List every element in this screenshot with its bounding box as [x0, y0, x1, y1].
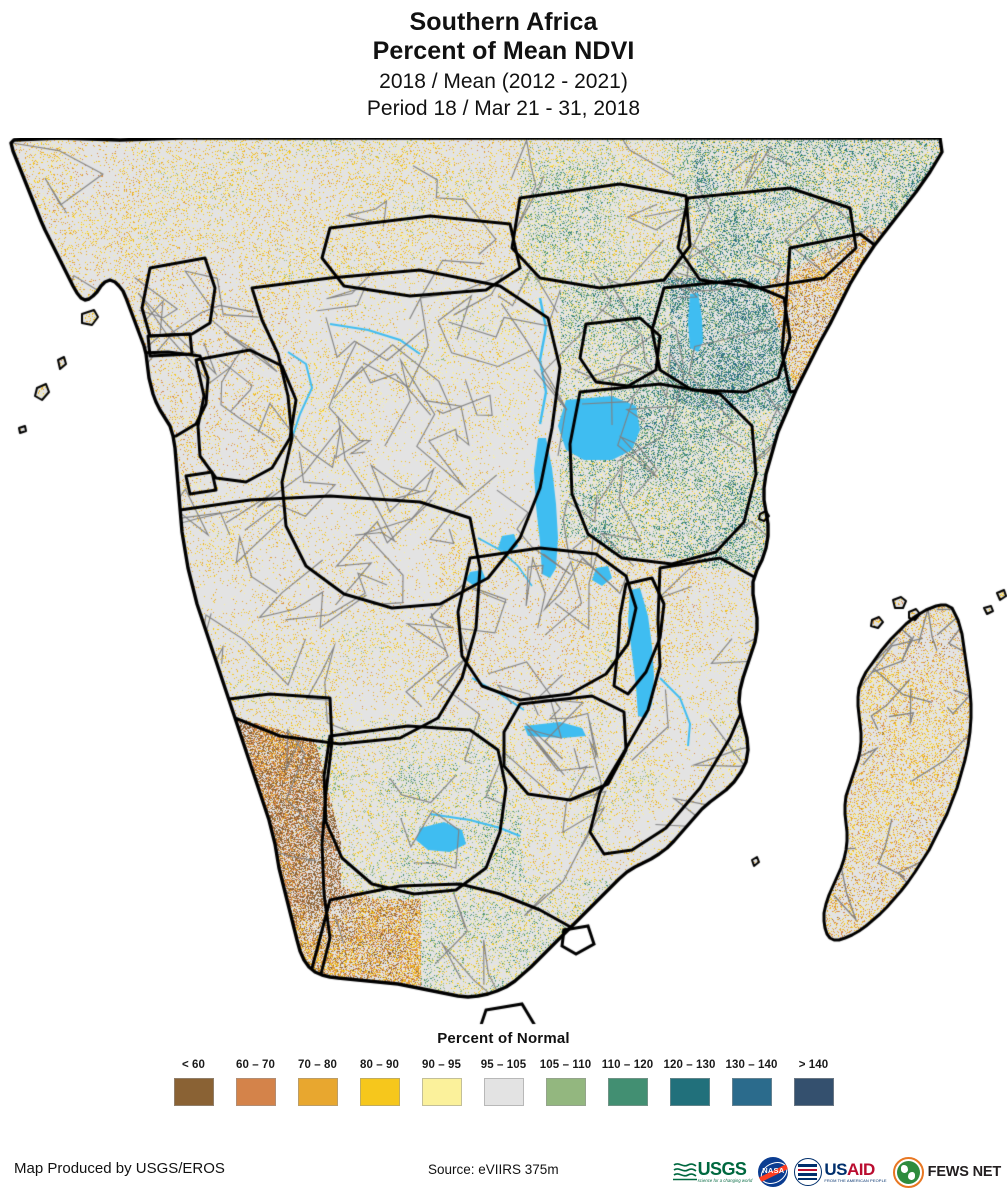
legend-item-swatch [607, 1078, 648, 1106]
usgs-wordmark: USGS [697, 1159, 747, 1180]
footer: Map Produced by USGS/EROS Source: eVIIRS… [0, 1148, 1007, 1195]
legend-item-swatch [173, 1078, 214, 1106]
legend-item: > 140 [783, 1059, 845, 1106]
legend-item-label: 80 – 90 [359, 1059, 400, 1071]
legend-item-label: 70 – 80 [297, 1059, 338, 1071]
ndvi-raster-map[interactable] [0, 138, 1007, 1026]
legend-item-label: 95 – 105 [480, 1059, 527, 1071]
legend: Percent of Normal < 60 60 – 70 70 – 80 80 –… [0, 1030, 1007, 1140]
legend-item-swatch [421, 1078, 462, 1106]
legend-item: 95 – 105 [473, 1059, 535, 1106]
legend-item: 60 – 70 [225, 1059, 287, 1106]
legend-item: < 60 [163, 1059, 225, 1106]
legend-item-label: 130 – 140 [725, 1059, 778, 1071]
legend-item-swatch [731, 1078, 772, 1106]
map-title-block: Southern Africa Percent of Mean NDVI 201… [0, 0, 1007, 138]
usaid-seal-icon [794, 1158, 823, 1186]
page-title: Southern Africa [409, 8, 598, 36]
observation-period: Period 18 / Mar 21 - 31, 2018 [366, 97, 641, 120]
nasa-wordmark: NASA [762, 1166, 785, 1175]
legend-item: 90 – 95 [411, 1059, 473, 1106]
legend-item-label: > 140 [798, 1059, 829, 1071]
legend-item-swatch [669, 1078, 710, 1106]
fewsnet-wordmark: FEWS NET [927, 1164, 1002, 1180]
legend-item-label: 110 – 120 [601, 1059, 654, 1071]
legend-item-swatch [793, 1078, 834, 1106]
usgs-wave-icon [672, 1163, 697, 1181]
page-subtitle: Percent of Mean NDVI [372, 37, 635, 65]
legend-title: Percent of Normal [437, 1030, 570, 1047]
footer-source: Source: eVIIRS 375m [428, 1162, 559, 1177]
legend-item-label: 60 – 70 [235, 1059, 276, 1071]
legend-item-label: 105 – 110 [539, 1059, 592, 1071]
legend-item-swatch [359, 1078, 400, 1106]
legend-item: 130 – 140 [721, 1059, 783, 1106]
legend-item: 105 – 110 [535, 1059, 597, 1106]
nasa-logo[interactable]: NASA [758, 1157, 789, 1187]
legend-item-swatch [235, 1078, 276, 1106]
legend-item-swatch [483, 1078, 524, 1106]
usgs-logo[interactable]: USGS science for a changing world [672, 1156, 753, 1188]
legend-item: 120 – 130 [659, 1059, 721, 1106]
usaid-wordmark-aid: AID [846, 1160, 875, 1179]
legend-item-swatch [297, 1078, 338, 1106]
legend-item: 70 – 80 [287, 1059, 349, 1106]
footer-producer: Map Produced by USGS/EROS [14, 1160, 225, 1177]
legend-items: < 60 60 – 70 70 – 80 80 – 90 90 – 95 95 – 105… [0, 1059, 1007, 1106]
legend-item-label: 90 – 95 [421, 1059, 462, 1071]
legend-item-swatch [545, 1078, 586, 1106]
partner-logos: USGS science for a changing world NASA U… [672, 1154, 1002, 1190]
legend-item-label: 120 – 130 [663, 1059, 716, 1071]
legend-item: 80 – 90 [349, 1059, 411, 1106]
fewsnet-logo[interactable]: FEWS NET [892, 1156, 1002, 1188]
comparison-period: 2018 / Mean (2012 - 2021) [379, 70, 628, 93]
usaid-wordmark-us: US [824, 1160, 847, 1179]
usgs-tagline: science for a changing world [697, 1178, 753, 1184]
map-viewport[interactable] [0, 138, 1007, 1026]
fewsnet-globe-icon [892, 1156, 924, 1188]
legend-item-label: < 60 [181, 1059, 206, 1071]
legend-item: 110 – 120 [597, 1059, 659, 1106]
usaid-logo[interactable]: USAID FROM THE AMERICAN PEOPLE [794, 1156, 887, 1188]
usaid-tagline: FROM THE AMERICAN PEOPLE [824, 1178, 887, 1183]
